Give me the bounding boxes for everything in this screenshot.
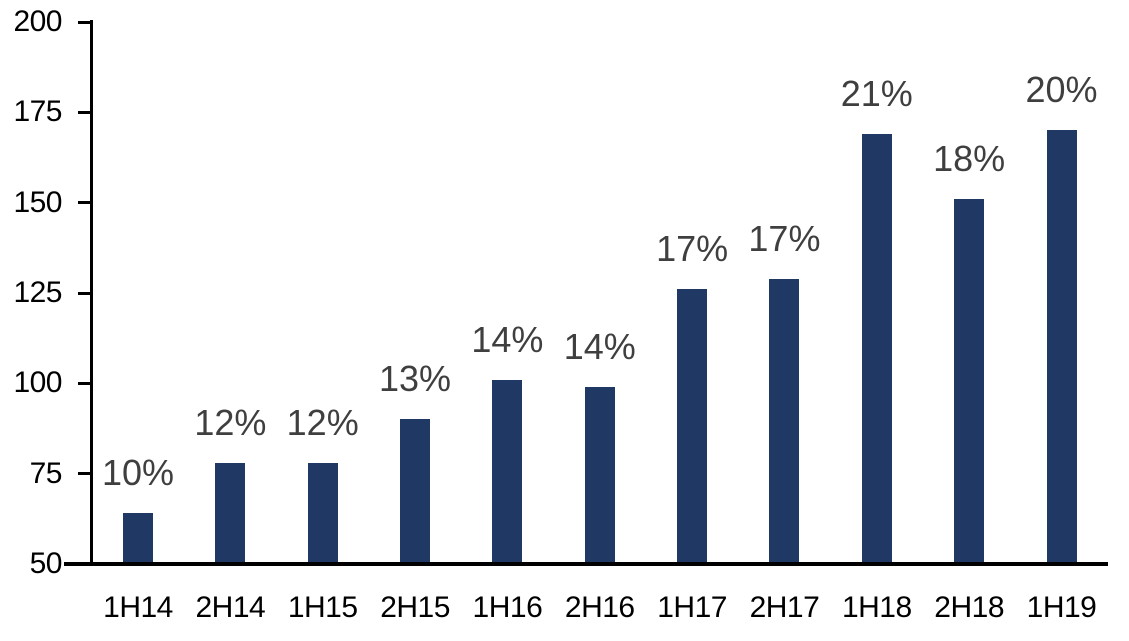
y-axis-tick-label: 125 xyxy=(13,276,62,309)
x-axis-category-label: 2H15 xyxy=(380,591,450,624)
bar-1H14 xyxy=(123,513,153,562)
bar-2H16 xyxy=(584,386,615,562)
y-axis-tick xyxy=(78,562,90,566)
x-axis-category-label: 2H16 xyxy=(564,591,635,624)
x-axis-category-label: 1H19 xyxy=(1026,591,1097,624)
x-axis-category-label: 2H18 xyxy=(934,591,1004,624)
bar-data-label: 13% xyxy=(379,358,452,400)
y-axis-tick xyxy=(78,20,90,24)
bar-1H19 xyxy=(1046,130,1077,562)
x-axis-category-label: 2H17 xyxy=(749,591,820,624)
bar-data-label: 18% xyxy=(933,138,1006,180)
bar-data-label: 10% xyxy=(101,452,175,494)
bar-2H14 xyxy=(215,462,246,562)
x-axis-category-label: 1H18 xyxy=(841,591,912,624)
x-axis-category-label: 1H14 xyxy=(103,591,173,624)
y-axis-tick xyxy=(78,201,90,205)
x-axis-line xyxy=(64,562,1108,566)
y-axis-tick-label: 50 xyxy=(29,547,63,580)
bar-2H17 xyxy=(769,278,800,562)
x-axis-category-label: 1H17 xyxy=(657,591,727,624)
y-axis-tick-label: 175 xyxy=(13,95,62,129)
y-axis-line xyxy=(90,20,93,566)
bar-1H16 xyxy=(492,379,523,562)
bar-data-label: 17% xyxy=(748,217,821,259)
x-axis-category-label: 1H15 xyxy=(287,591,358,624)
bar-1H15 xyxy=(307,462,338,562)
bar-data-label: 12% xyxy=(194,401,267,443)
bar-data-label: 12% xyxy=(286,401,359,443)
x-axis-category-label: 2H14 xyxy=(195,591,266,624)
bar-2H18 xyxy=(954,199,985,562)
y-axis-tick-label: 75 xyxy=(29,456,63,490)
y-axis-tick xyxy=(78,291,90,295)
bar-2H15 xyxy=(400,419,431,562)
y-axis-tick-label: 150 xyxy=(13,185,62,219)
bar-data-label: 20% xyxy=(1025,69,1098,111)
y-axis-tick-label: 100 xyxy=(13,366,62,400)
x-axis-category-label: 1H16 xyxy=(472,591,543,624)
bar-1H17 xyxy=(677,289,708,562)
bar-data-label: 14% xyxy=(563,325,636,367)
y-axis-tick xyxy=(78,472,90,476)
y-axis-tick xyxy=(78,381,90,385)
y-axis-tick-label: 200 xyxy=(13,5,62,38)
bar-data-label: 21% xyxy=(840,73,913,114)
bar-data-label: 14% xyxy=(471,318,544,360)
y-axis-tick xyxy=(78,110,90,114)
bar-data-label: 17% xyxy=(656,228,729,270)
bar-1H18 xyxy=(861,134,892,562)
